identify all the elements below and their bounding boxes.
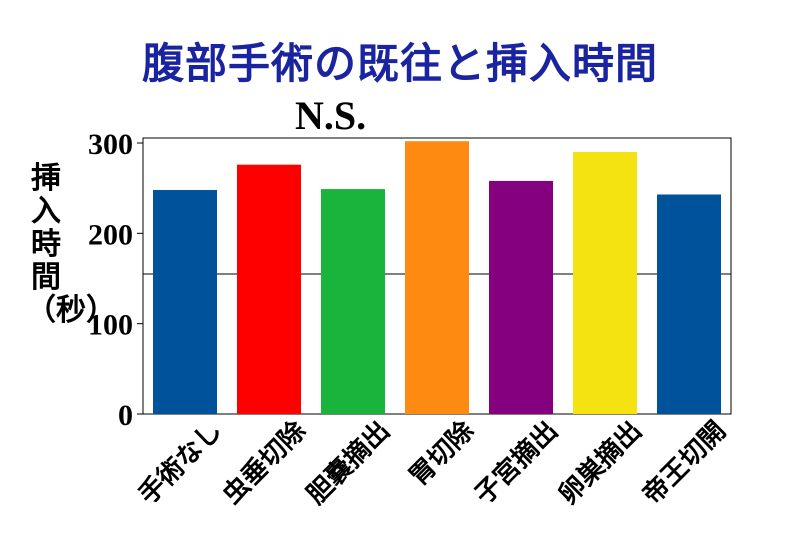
bar-1 (153, 189, 217, 414)
bar-7 (657, 194, 721, 414)
y-tick-label: 100 (88, 309, 133, 342)
y-tick-label: 300 (88, 128, 133, 161)
y-tick-label: 200 (88, 218, 133, 251)
x-tick-label: 胆嚢摘出 (300, 415, 395, 510)
x-tick-label: 卵巣摘出 (552, 415, 647, 510)
x-tick-label: 子宮摘出 (468, 415, 563, 510)
y-tick-label: 0 (118, 399, 133, 432)
bar-6 (573, 152, 637, 415)
bar-2 (237, 164, 301, 414)
bar-5 (489, 180, 553, 414)
bar-3 (321, 189, 385, 414)
x-tick-label: 胃切除 (403, 414, 481, 492)
x-tick-label: 手術なし (133, 416, 228, 511)
x-tick-label: 帝王切開 (636, 415, 731, 510)
significance-annotation: N.S. (295, 93, 367, 138)
chart-title: 腹部手術の既往と挿入時間 (141, 39, 658, 88)
x-tick-label: 虫垂切除 (216, 414, 312, 510)
bar-4 (405, 141, 469, 414)
